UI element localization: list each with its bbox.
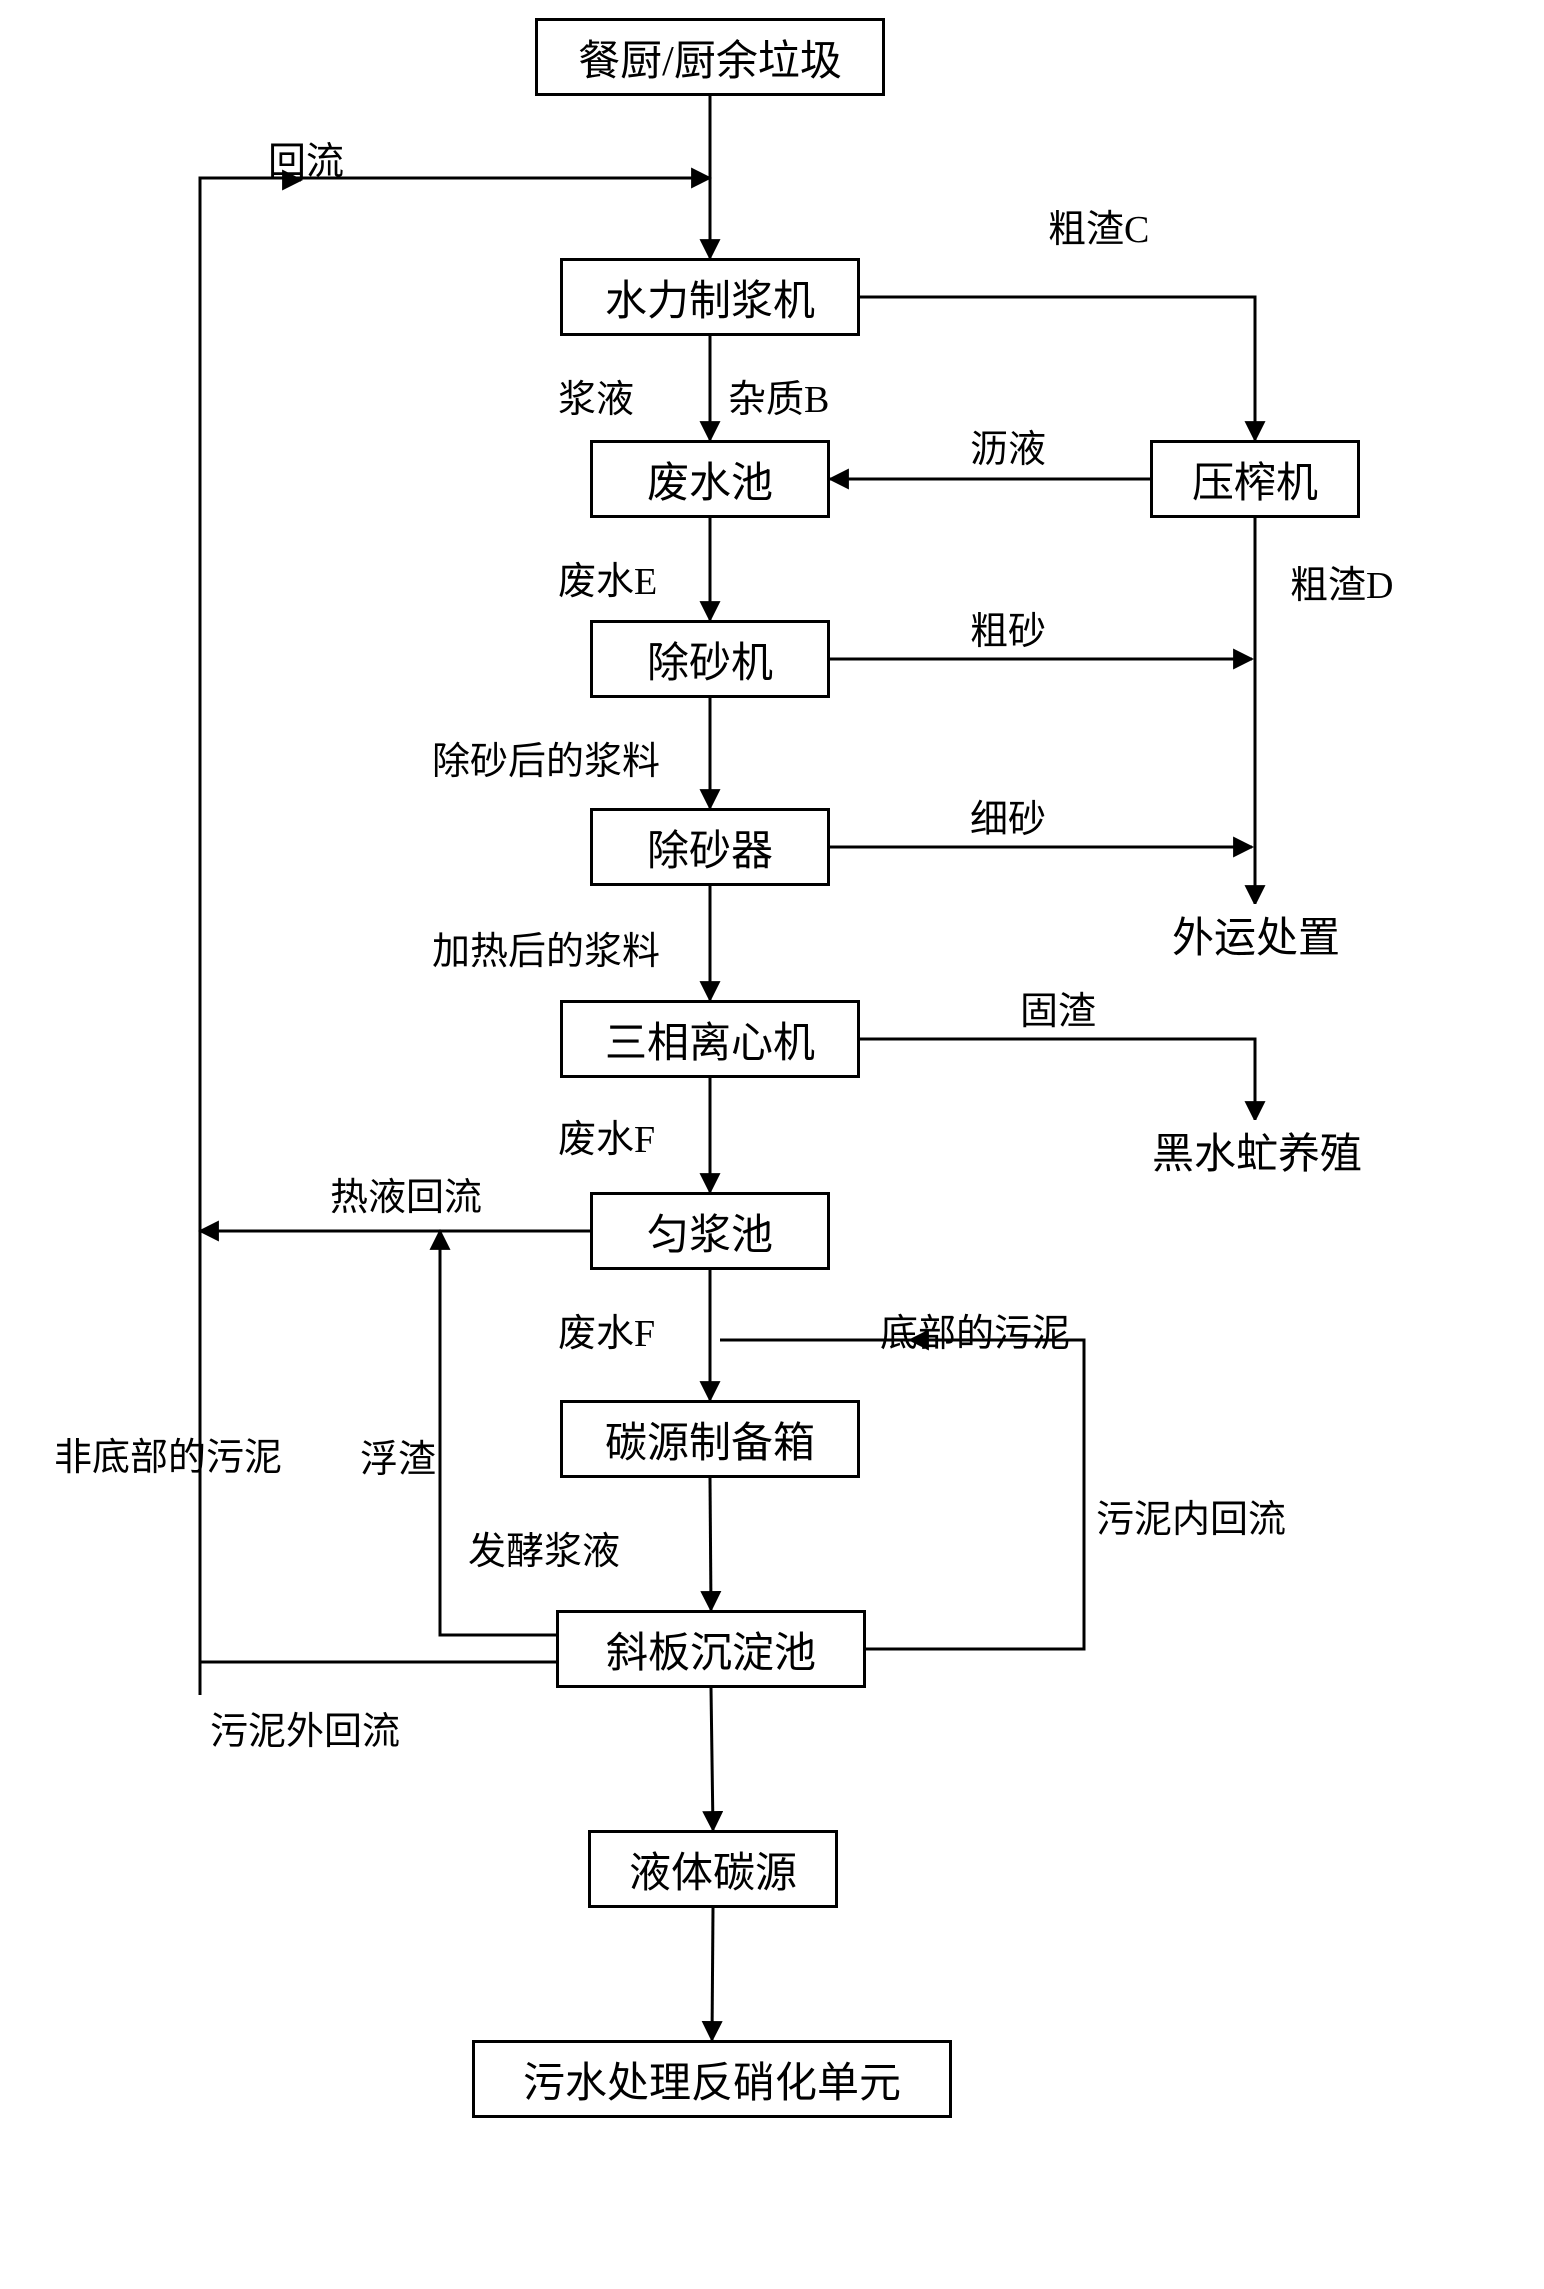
label-l_wasteF2: 废水F: [558, 1302, 655, 1357]
node-n_pulper: 水力制浆机: [560, 258, 860, 336]
label-l_ferment: 发酵浆液: [468, 1520, 620, 1575]
node-n_liquidc: 液体碳源: [588, 1830, 838, 1908]
node-n_input: 餐厨/厨余垃圾: [535, 18, 885, 96]
label-l_botsludge: 底部的污泥: [880, 1302, 1070, 1357]
label-l_coarsesand: 粗砂: [970, 600, 1046, 655]
node-n_centrifuge: 三相离心机: [560, 1000, 860, 1078]
node-n_wastepool: 废水池: [590, 440, 830, 518]
label-l_extrecyc: 污泥外回流: [210, 1700, 400, 1755]
label-l_solid: 固渣: [1020, 980, 1096, 1035]
label-l_after_sand: 除砂后的浆料: [432, 730, 660, 785]
label-l_coarseC: 粗渣C: [1048, 198, 1149, 253]
node-n_denitr: 污水处理反硝化单元: [472, 2040, 952, 2118]
label-l_reflux: 回流: [268, 130, 344, 185]
node-n_carbonprep: 碳源制备箱: [560, 1400, 860, 1478]
label-l_hotreflux: 热液回流: [330, 1166, 482, 1221]
node-t_dispose: 外运处置: [1172, 904, 1372, 964]
label-l_intrecyc: 污泥内回流: [1096, 1488, 1286, 1543]
label-l_finesand: 细砂: [970, 788, 1046, 843]
label-l_slurry: 浆液: [558, 368, 634, 423]
node-n_sandmach: 除砂机: [590, 620, 830, 698]
label-l_after_heat: 加热后的浆料: [432, 920, 660, 975]
label-l_wasteF1: 废水F: [558, 1108, 655, 1163]
node-t_larvae: 黑水虻养殖: [1152, 1120, 1382, 1180]
label-l_nonbot: 非底部的污泥: [54, 1426, 282, 1481]
node-n_settler: 斜板沉淀池: [556, 1610, 866, 1688]
node-n_press: 压榨机: [1150, 440, 1360, 518]
label-l_coarseD: 粗渣D: [1290, 554, 1393, 609]
label-l_scum: 浮渣: [360, 1428, 436, 1483]
label-l_filtrate: 沥液: [970, 418, 1046, 473]
node-n_mixpool: 匀浆池: [590, 1192, 830, 1270]
label-l_wasteE: 废水E: [558, 550, 657, 605]
label-l_impurityB: 杂质B: [728, 368, 829, 423]
node-n_sanddev: 除砂器: [590, 808, 830, 886]
